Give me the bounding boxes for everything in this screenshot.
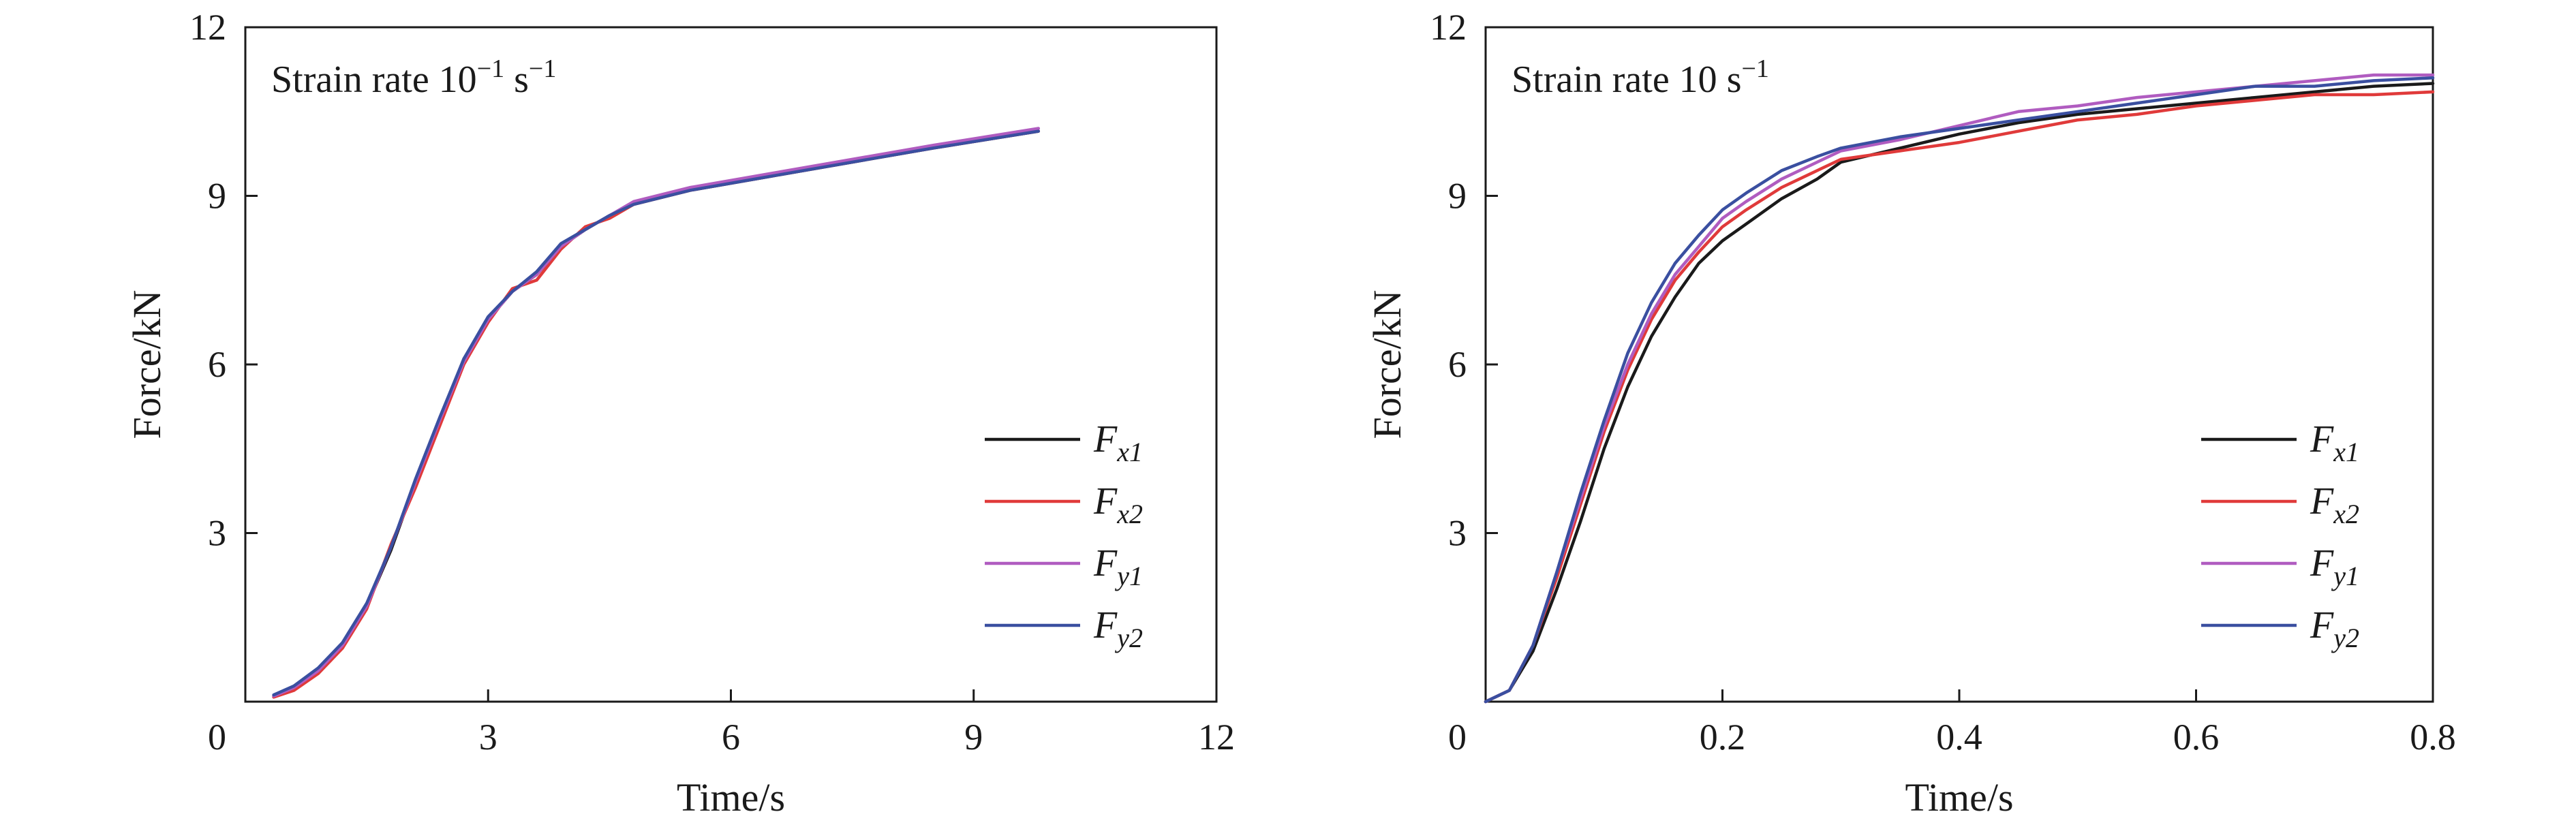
x-tick-label: 0.2 [1700, 717, 1746, 758]
origin-tick-label: 0 [1448, 717, 1467, 758]
y-tick-label: 12 [1430, 7, 1467, 48]
series-line-Fx2 [272, 129, 1041, 699]
x-tick-label: 6 [722, 717, 740, 758]
legend-label: Fx2 [1093, 480, 1143, 529]
legend-name: F [2310, 542, 2334, 584]
y-tick-label: 6 [1448, 344, 1467, 385]
annotation-unit: s [1717, 59, 1742, 101]
series-line-Fx2 [1484, 90, 2435, 704]
plot-frame [244, 26, 1218, 703]
y-tick-label: 6 [208, 344, 226, 385]
annotation-unit: s [504, 59, 529, 101]
strain-rate-annotation: Strain rate 10−1 s−1 [271, 54, 556, 101]
legend-subscript: y2 [2331, 623, 2359, 653]
legend-subscript: x2 [1116, 499, 1143, 529]
legend-name: F [1093, 418, 1118, 461]
series-line-Fx1 [1484, 82, 2435, 704]
x-tick-label: 0.6 [2173, 717, 2220, 758]
x-tick-label: 0.4 [1936, 717, 1982, 758]
legend-name: F [1093, 542, 1118, 584]
legend-label: Fy2 [1093, 604, 1143, 653]
legend-label: Fx2 [2310, 480, 2359, 529]
annotation-text: Strain rate 10 [1512, 59, 1717, 101]
legend-label: Fx1 [1093, 418, 1143, 467]
legend-name: F [2310, 604, 2334, 646]
x-tick-label: 9 [964, 717, 983, 758]
y-tick-label: 3 [1448, 513, 1467, 554]
y-axis-title: Force/kN [125, 290, 169, 439]
legend-subscript: y1 [1114, 561, 1143, 591]
series-line-Fy1 [1484, 73, 2435, 704]
annotation-exponent: −1 [477, 54, 504, 83]
legend-name: F [2310, 480, 2334, 522]
annotation-text: Strain rate 10 [271, 59, 477, 101]
x-tick-label: 12 [1198, 717, 1235, 758]
series-line-Fy1 [272, 127, 1041, 698]
series-line-Fy2 [272, 129, 1041, 697]
chart-panel-2: 0 0.2 0.4 0.6 0.8 3 6 9 12 Time/s Force/kN Strain r… [1365, 7, 2456, 820]
x-axis-title: Time/s [1905, 775, 2013, 820]
annotation-unit-exponent: −1 [529, 54, 556, 83]
legend-label: Fy1 [1093, 542, 1143, 591]
legend-subscript: x1 [2333, 437, 2359, 467]
legend-name: F [1093, 480, 1118, 522]
legend-subscript: x2 [2333, 499, 2359, 529]
x-tick-label: 3 [479, 717, 497, 758]
legend-name: F [1093, 604, 1118, 646]
y-tick-label: 12 [189, 7, 226, 48]
legend-name: F [2310, 418, 2334, 461]
legend-label: Fx1 [2310, 418, 2359, 467]
y-tick-label: 9 [208, 176, 226, 217]
origin-tick-label: 0 [208, 717, 226, 758]
series-line-Fx1 [272, 129, 1041, 698]
annotation-unit-exponent: −1 [1741, 54, 1768, 83]
legend-label: Fy1 [2310, 542, 2359, 591]
x-tick-label: 0.8 [2410, 717, 2456, 758]
legend-subscript: y2 [1114, 623, 1143, 653]
y-tick-label: 3 [208, 513, 226, 554]
legend-label: Fy2 [2310, 604, 2359, 653]
y-axis-title: Force/kN [1365, 290, 1409, 439]
series-line-Fy2 [1484, 76, 2435, 704]
legend-subscript: x1 [1116, 437, 1143, 467]
x-axis-title: Time/s [677, 775, 785, 820]
y-tick-label: 9 [1448, 176, 1467, 217]
strain-rate-annotation: Strain rate 10 s−1 [1512, 54, 1769, 101]
legend-subscript: y1 [2331, 561, 2359, 591]
